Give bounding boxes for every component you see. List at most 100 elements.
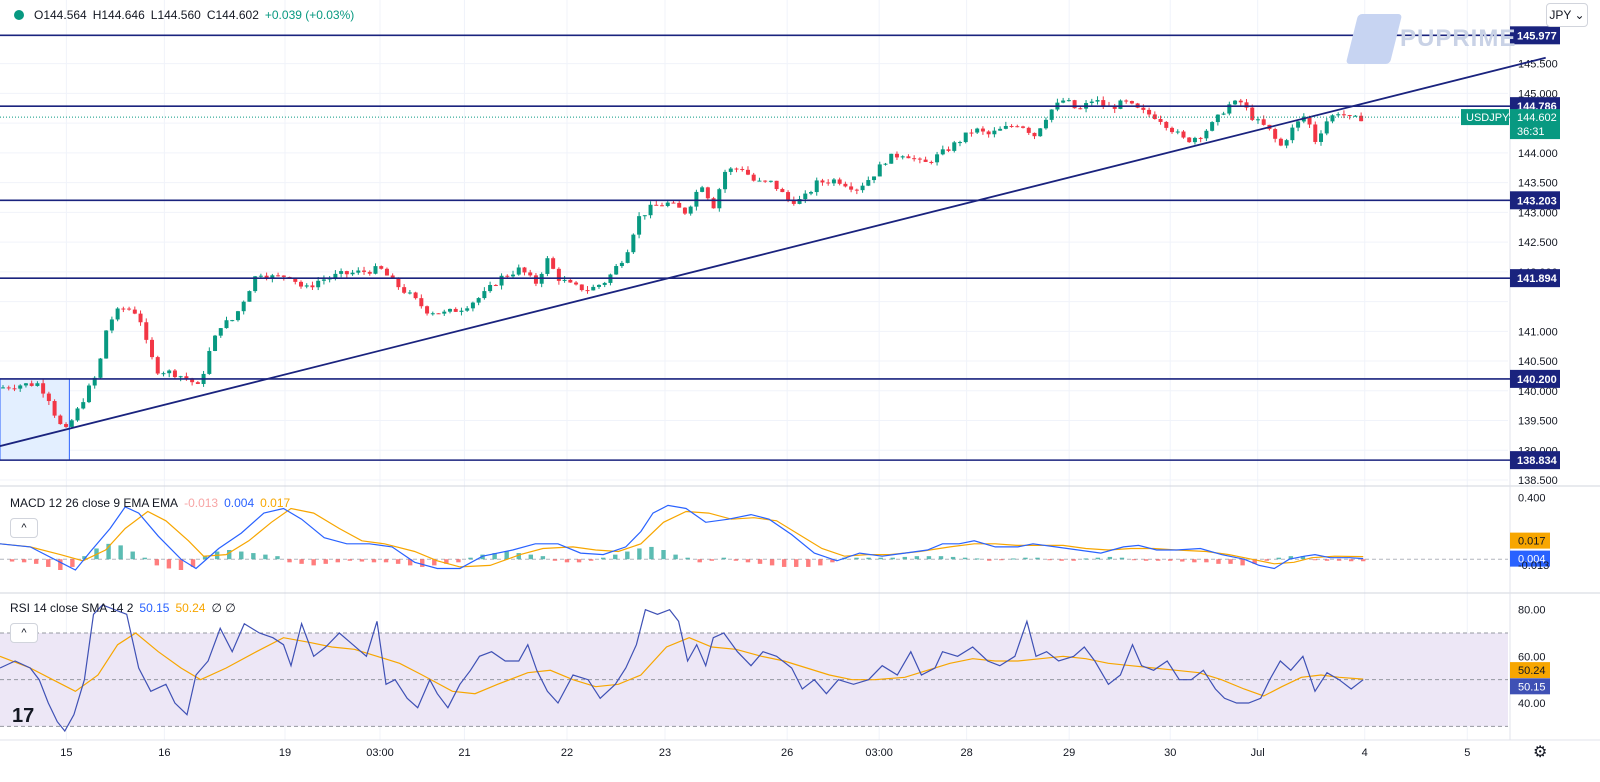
candle-body: [344, 271, 349, 275]
macd-histogram-bar: [1155, 559, 1161, 561]
candle-body: [465, 308, 470, 311]
candle-body: [728, 168, 733, 172]
candle-body: [499, 275, 504, 286]
candle-body: [270, 275, 275, 279]
candle-body: [442, 311, 447, 314]
market-status-icon: [14, 10, 24, 20]
candle-body: [745, 169, 750, 175]
candle-body: [161, 373, 166, 375]
candle-body: [940, 149, 945, 155]
candle-body: [281, 275, 286, 277]
candle-body: [894, 153, 899, 158]
gear-icon[interactable]: ⚙: [1533, 744, 1548, 761]
candle-body: [980, 128, 985, 132]
candle-body: [568, 279, 573, 283]
macd-histogram-bar: [974, 558, 980, 560]
candle-body: [350, 272, 355, 275]
macd-histogram-bar: [468, 557, 473, 560]
candle-body: [906, 156, 911, 159]
candle-body: [453, 308, 458, 312]
candle-body: [459, 310, 464, 312]
ohlc-legend: O144.564 H144.646 L144.560 C144.602 +0.0…: [14, 8, 354, 22]
level-label-bg: [1510, 191, 1560, 210]
candle-body: [1095, 100, 1100, 102]
macd-histogram-bar: [1276, 557, 1281, 560]
candle-body: [23, 383, 28, 386]
macd-histogram-bar: [1324, 559, 1330, 561]
candle-body: [619, 262, 624, 267]
candle-body: [562, 279, 567, 281]
candle-body: [6, 387, 11, 389]
candle-body: [1061, 100, 1066, 103]
candle-body: [1038, 128, 1043, 137]
price-tick-label: 143.500: [1518, 178, 1558, 190]
candle-body: [1238, 100, 1243, 103]
macd-histogram-bar: [82, 556, 87, 560]
rsi-value: 50.15: [139, 601, 170, 615]
candle-body: [132, 309, 137, 314]
candle-body: [751, 174, 756, 181]
broker-logo: PUPRIME: [1345, 14, 1516, 64]
macd-histogram-bar: [733, 559, 739, 561]
candle-body: [482, 291, 487, 299]
candle-body: [682, 207, 687, 214]
candle-body: [184, 376, 189, 379]
time-tick-label: 4: [1362, 747, 1368, 759]
macd-histogram-bar: [637, 548, 642, 560]
candle-body: [883, 163, 888, 165]
macd-histogram-bar: [299, 559, 304, 564]
candle-body: [820, 180, 825, 183]
candle-body: [1204, 130, 1209, 139]
candle-body: [29, 383, 34, 386]
candle-body: [579, 284, 584, 291]
candle-body: [379, 266, 384, 269]
candle-body: [533, 275, 538, 284]
rsi-collapse-button[interactable]: ^: [10, 623, 38, 643]
candle-body: [1164, 121, 1169, 128]
candle-body: [138, 313, 143, 323]
candle-body: [998, 128, 1003, 131]
price-tick-label: 140.000: [1518, 386, 1558, 398]
macd-collapse-button[interactable]: ^: [10, 518, 38, 538]
rsi-axis-tick: 40.00: [1518, 698, 1546, 710]
macd-histogram-bar: [227, 550, 232, 560]
ohlc-close: C144.602: [206, 8, 259, 22]
candle-body: [814, 180, 819, 193]
macd-histogram-bar: [263, 554, 268, 560]
macd-histogram-bar: [347, 559, 353, 561]
candle-body: [390, 275, 395, 279]
macd-histogram-bar: [1228, 559, 1233, 564]
candle-body: [935, 154, 940, 163]
candle-body: [316, 280, 321, 288]
macd-histogram-bar: [962, 557, 968, 560]
candle-body: [396, 278, 401, 288]
macd-histogram-bar: [33, 559, 39, 564]
currency-selector[interactable]: JPY ⌄: [1546, 3, 1588, 27]
candle-body: [41, 383, 46, 394]
price-tick-label: 139.500: [1518, 416, 1558, 428]
candle-body: [946, 149, 951, 151]
level-label: 143.203: [1517, 195, 1557, 207]
candle-body: [556, 268, 561, 281]
macd-line: [0, 504, 1364, 571]
candle-body: [253, 276, 258, 292]
candle-body: [952, 142, 957, 151]
candle-body: [768, 180, 773, 182]
rsi-sma-value: 50.24: [175, 601, 206, 615]
price-tick-label: 143.000: [1518, 207, 1558, 219]
candle-body: [654, 204, 659, 206]
macd-histogram-bar: [1288, 556, 1294, 560]
candle-body: [809, 192, 814, 194]
candle-body: [757, 180, 762, 182]
candle-body: [373, 266, 378, 274]
candle-body: [1003, 125, 1008, 129]
candle-body: [407, 292, 412, 294]
time-tick-label: 15: [60, 747, 72, 759]
candle-body: [293, 277, 298, 282]
candle-body: [1072, 100, 1077, 109]
last-price-bg: [1510, 109, 1560, 140]
macd-histogram-bar: [432, 559, 437, 566]
candle-body: [1192, 137, 1197, 143]
macd-histogram-bar: [371, 559, 377, 563]
